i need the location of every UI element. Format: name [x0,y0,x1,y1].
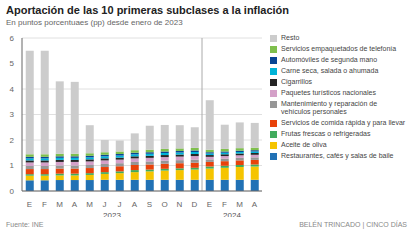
svg-text:S: S [147,200,152,209]
html-text:Aportación de las 10 primeras: Aportación de las 10 primeras subclases … [6,4,290,16]
svg-text:E: E [27,200,32,209]
html-text:Automóviles de segunda mano: Automóviles de segunda mano [281,56,378,63]
svg-text:A: A [72,200,78,209]
html-text:Servicios de comida rápida y p: Servicios de comida rápida y para llevar [281,119,406,126]
svg-text:2: 2 [10,136,15,145]
svg-text:6: 6 [10,34,15,43]
svg-text:5: 5 [10,59,15,68]
html-text:Servicios empaquetados de tele: Servicios empaquetados de telefonía [281,45,397,52]
html-text:Aceite de oliva: Aceite de oliva [281,141,327,148]
html-text:Mantenimiento y reparación de: Mantenimiento y reparación de vehículos … [281,100,378,115]
svg-text:N: N [177,200,183,209]
svg-text:3: 3 [10,110,15,119]
html-text:BELÉN TRINCADO | CINCO DÍAS: BELÉN TRINCADO | CINCO DÍAS [299,221,407,228]
svg-text:2023: 2023 [103,211,121,217]
svg-text:F: F [222,200,227,209]
svg-text:O: O [161,200,167,209]
svg-text:J: J [103,200,107,209]
html-text:Fuente: INE: Fuente: INE [6,221,44,228]
svg-text:M: M [56,200,63,209]
svg-text:M: M [86,200,93,209]
html-text:Paquetes turísticos nacionales: Paquetes turísticos nacionales [281,89,376,96]
html-text:Cigarrillos: Cigarrillos [281,78,313,85]
html-text:Resto: Resto [281,34,300,41]
svg-text:2024: 2024 [223,211,241,217]
html-text:Frutas frescas o refrigeradas: Frutas frescas o refrigeradas [281,130,371,137]
svg-text:F: F [42,200,47,209]
svg-text:1: 1 [10,161,15,170]
html-text:En puntos porcentuaes (pp) des: En puntos porcentuaes (pp) desde enero d… [6,18,183,27]
svg-text:A: A [252,200,258,209]
svg-text:M: M [236,200,243,209]
svg-text:D: D [192,200,198,209]
svg-text:0: 0 [10,187,15,196]
html-text:Restaurantes, cafés y salas de: Restaurantes, cafés y salas de baile [281,152,394,159]
html-text:Carne seca, salada o ahumada: Carne seca, salada o ahumada [281,67,379,74]
svg-text:E: E [207,200,212,209]
svg-text:A: A [132,200,138,209]
svg-text:4: 4 [10,85,15,94]
svg-text:J: J [118,200,122,209]
